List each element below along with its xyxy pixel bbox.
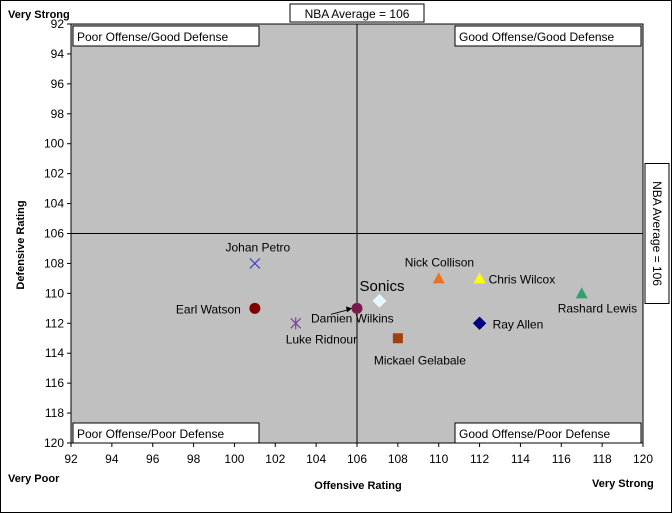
point-label-luke-ridnour: Luke Ridnour (286, 332, 357, 346)
point-ray-allen: Ray Allen (472, 316, 544, 331)
y-tick-label: 104 (44, 197, 64, 211)
point-sonics: Sonics (359, 278, 405, 308)
point-label-chris-wilcox: Chris Wilcox (489, 272, 556, 286)
marker-x-stroke (249, 258, 261, 269)
damien-wilkins-arrow (330, 306, 352, 315)
quadrant-label-bottom-left: Poor Offense/Poor Defense (77, 427, 225, 441)
y-tick-label: 94 (51, 47, 65, 61)
x-tick-label: 104 (306, 452, 326, 466)
point-luke-ridnour: Luke Ridnour (286, 317, 357, 346)
x-tick-label: 118 (593, 452, 612, 466)
marker-triangle (432, 272, 445, 284)
point-label-johan-petro: Johan Petro (225, 240, 290, 254)
quadrant-label-box-top-right (454, 25, 642, 47)
x-tick-label: 96 (146, 452, 160, 466)
marker-diamond (472, 316, 487, 330)
y-tick-label: 108 (44, 256, 64, 270)
x-axis-high-end-label: Very Strong (592, 478, 654, 490)
point-label-ray-allen: Ray Allen (493, 317, 544, 331)
reference-label-horizontal-box (644, 163, 670, 304)
x-tick-label: 100 (224, 452, 244, 466)
quadrant-label-box-bottom-left (72, 422, 260, 444)
x-tick-label: 92 (64, 452, 78, 466)
reference-label-vertical-box (289, 3, 425, 23)
y-tick-label: 120 (44, 436, 64, 450)
x-tick-label: 110 (429, 452, 448, 466)
y-tick-label: 118 (45, 406, 64, 420)
arrow-head (346, 306, 352, 313)
x-tick-label: 108 (388, 452, 408, 466)
point-damien-wilkins: Damien Wilkins (311, 302, 394, 325)
point-label-mickael-gelabale: Mickael Gelabale (374, 353, 466, 367)
x-tick-label: 120 (633, 452, 653, 466)
x-tick-label: 106 (347, 452, 367, 466)
marker-square (392, 333, 403, 344)
point-label-damien-wilkins: Damien Wilkins (311, 311, 394, 325)
point-chris-wilcox: Chris Wilcox (473, 272, 556, 286)
point-label-sonics: Sonics (359, 278, 404, 295)
point-label-nick-collison: Nick Collison (405, 255, 474, 269)
x-tick-label: 94 (105, 452, 119, 466)
x-tick-label: 112 (470, 452, 489, 466)
point-nick-collison: Nick Collison (405, 255, 474, 284)
x-tick-label: 114 (511, 452, 530, 466)
marker-triangle (473, 272, 486, 284)
marker-triangle (575, 287, 588, 299)
x-tick-label: 116 (552, 452, 571, 466)
point-earl-watson: Earl Watson (176, 302, 261, 316)
y-tick-label: 100 (44, 137, 64, 151)
quadrant-label-box-bottom-right (454, 422, 642, 444)
y-tick-label: 116 (45, 376, 64, 390)
reference-label-vertical: NBA Average = 106 (305, 7, 410, 21)
x-tick-label: 102 (265, 452, 285, 466)
point-rashard-lewis: Rashard Lewis (558, 287, 637, 315)
y-tick-label: 106 (44, 227, 64, 241)
x-axis-low-end-label: Very Poor (8, 473, 60, 485)
y-tick-label: 102 (44, 167, 64, 181)
reference-label-horizontal: NBA Average = 106 (650, 181, 664, 286)
quadrant-label-top-left: Poor Offense/Good Defense (77, 30, 229, 44)
quadrant-label-box-top-left (72, 25, 260, 47)
point-label-earl-watson: Earl Watson (176, 302, 241, 316)
y-tick-label: 112 (45, 316, 64, 330)
point-label-rashard-lewis: Rashard Lewis (558, 301, 637, 315)
quadrant-label-bottom-right: Good Offense/Poor Defense (459, 427, 611, 441)
x-axis-title: Offensive Rating (314, 480, 401, 492)
marker-circle (249, 302, 261, 314)
x-tick-label: 98 (187, 452, 201, 466)
point-mickael-gelabale: Mickael Gelabale (374, 333, 466, 367)
y-tick-label: 110 (45, 286, 64, 300)
y-tick-label: 96 (51, 77, 65, 91)
quadrant-label-top-right: Good Offense/Good Defense (459, 30, 615, 44)
y-tick-label: 114 (45, 346, 64, 360)
y-tick-label: 92 (51, 17, 65, 31)
y-axis-top-end-label: Very Strong (8, 9, 70, 21)
marker-diamond (372, 294, 387, 308)
y-tick-label: 98 (51, 107, 65, 121)
point-johan-petro: Johan Petro (225, 240, 291, 269)
y-axis-title: Defensive Rating (15, 200, 27, 289)
